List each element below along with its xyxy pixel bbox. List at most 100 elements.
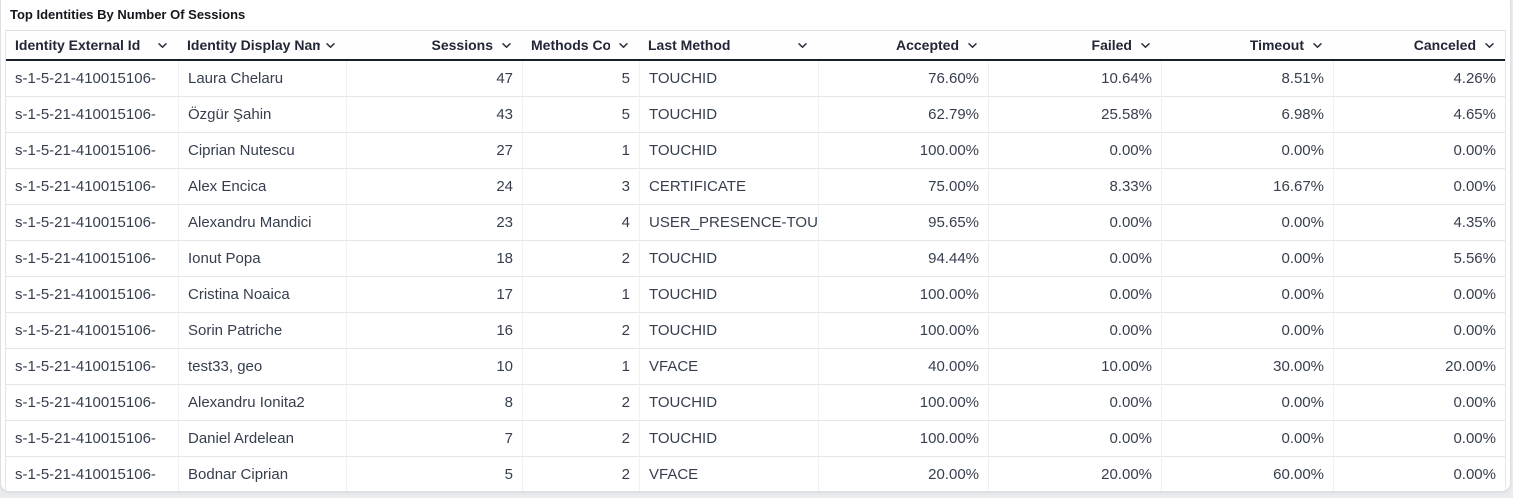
cell-canceled: 4.35% — [1333, 205, 1505, 241]
cell-display_name: Sorin Patriche — [178, 313, 346, 349]
cell-timeout: 0.00% — [1161, 313, 1333, 349]
column-header-identity-external-id[interactable]: Identity External Id — [6, 31, 178, 59]
cell-accepted: 95.65% — [818, 205, 988, 241]
cell-external_id: s-1-5-21-410015106- — [6, 385, 178, 421]
column-header-label: Timeout — [1249, 37, 1304, 53]
cell-canceled: 0.00% — [1333, 421, 1505, 457]
column-header-last-method[interactable]: Last Method — [639, 31, 818, 59]
cell-accepted: 100.00% — [818, 133, 988, 169]
column-header-methods-count[interactable]: Methods Count — [522, 31, 639, 59]
chevron-down-icon — [617, 39, 630, 52]
cell-canceled: 0.00% — [1333, 313, 1505, 349]
cell-timeout: 0.00% — [1161, 277, 1333, 313]
cell-methods_count: 2 — [522, 385, 639, 421]
cell-failed: 8.33% — [988, 169, 1161, 205]
cell-display_name: Ciprian Nutescu — [178, 133, 346, 169]
cell-methods_count: 2 — [522, 313, 639, 349]
cell-canceled: 0.00% — [1333, 133, 1505, 169]
column-header-sessions[interactable]: Sessions — [346, 31, 522, 59]
cell-accepted: 100.00% — [818, 385, 988, 421]
cell-timeout: 0.00% — [1161, 421, 1333, 457]
cell-last_method: TOUCHID — [639, 385, 818, 421]
cell-timeout: 0.00% — [1161, 205, 1333, 241]
cell-last_method: VFACE — [639, 457, 818, 491]
table-row: s-1-5-21-410015106- Alexandru Ionita2 8 … — [6, 385, 1505, 421]
cell-sessions: 5 — [346, 457, 522, 491]
cell-last_method: TOUCHID — [639, 97, 818, 133]
cell-failed: 10.64% — [988, 61, 1161, 97]
cell-display_name: Özgür Şahin — [178, 97, 346, 133]
cell-timeout: 60.00% — [1161, 457, 1333, 491]
cell-display_name: Bodnar Ciprian — [178, 457, 346, 491]
cell-display_name: Alex Encica — [178, 169, 346, 205]
cell-canceled: 0.00% — [1333, 277, 1505, 313]
table-row: s-1-5-21-410015106- Laura Chelaru 47 5 T… — [6, 61, 1505, 97]
cell-last_method: TOUCHID — [639, 421, 818, 457]
cell-methods_count: 2 — [522, 457, 639, 491]
column-header-canceled[interactable]: Canceled — [1333, 31, 1505, 59]
cell-display_name: Alexandru Ionita2 — [178, 385, 346, 421]
cell-accepted: 20.00% — [818, 457, 988, 491]
table-row: s-1-5-21-410015106- Daniel Ardelean 7 2 … — [6, 421, 1505, 457]
cell-external_id: s-1-5-21-410015106- — [6, 349, 178, 385]
cell-failed: 0.00% — [988, 385, 1161, 421]
cell-accepted: 100.00% — [818, 421, 988, 457]
cell-failed: 0.00% — [988, 133, 1161, 169]
chevron-down-icon — [796, 39, 809, 52]
cell-methods_count: 3 — [522, 169, 639, 205]
cell-failed: 0.00% — [988, 277, 1161, 313]
column-header-failed[interactable]: Failed — [988, 31, 1161, 59]
chevron-down-icon — [500, 39, 513, 52]
table-row: s-1-5-21-410015106- Alexandru Mandici 23… — [6, 205, 1505, 241]
chevron-down-icon — [966, 39, 979, 52]
cell-external_id: s-1-5-21-410015106- — [6, 97, 178, 133]
cell-methods_count: 5 — [522, 97, 639, 133]
cell-last_method: TOUCHID — [639, 241, 818, 277]
cell-external_id: s-1-5-21-410015106- — [6, 169, 178, 205]
cell-sessions: 43 — [346, 97, 522, 133]
cell-display_name: Alexandru Mandici — [178, 205, 346, 241]
cell-last_method: TOUCHID — [639, 61, 818, 97]
cell-methods_count: 2 — [522, 421, 639, 457]
table-row: s-1-5-21-410015106- Cristina Noaica 17 1… — [6, 277, 1505, 313]
cell-timeout: 6.98% — [1161, 97, 1333, 133]
cell-timeout: 30.00% — [1161, 349, 1333, 385]
column-header-label: Last Method — [648, 37, 731, 53]
cell-last_method: VFACE — [639, 349, 818, 385]
cell-sessions: 27 — [346, 133, 522, 169]
cell-sessions: 18 — [346, 241, 522, 277]
cell-sessions: 8 — [346, 385, 522, 421]
cell-methods_count: 1 — [522, 277, 639, 313]
cell-accepted: 100.00% — [818, 277, 988, 313]
chevron-down-icon — [1139, 39, 1152, 52]
table-row: s-1-5-21-410015106- Bodnar Ciprian 5 2 V… — [6, 457, 1505, 491]
cell-last_method: TOUCHID — [639, 277, 818, 313]
column-header-label: Canceled — [1413, 37, 1476, 53]
column-header-label: Identity Display Name — [187, 37, 320, 53]
column-header-timeout[interactable]: Timeout — [1161, 31, 1333, 59]
column-header-identity-display-name[interactable]: Identity Display Name — [178, 31, 346, 59]
table-row: s-1-5-21-410015106- Alex Encica 24 3 CER… — [6, 169, 1505, 205]
cell-accepted: 94.44% — [818, 241, 988, 277]
cell-last_method: TOUCHID — [639, 313, 818, 349]
cell-failed: 10.00% — [988, 349, 1161, 385]
cell-timeout: 0.00% — [1161, 385, 1333, 421]
cell-last_method: TOUCHID — [639, 133, 818, 169]
cell-external_id: s-1-5-21-410015106- — [6, 421, 178, 457]
cell-failed: 0.00% — [988, 313, 1161, 349]
cell-external_id: s-1-5-21-410015106- — [6, 133, 178, 169]
identities-table: Identity External Id Identity Display Na… — [5, 30, 1506, 491]
cell-failed: 0.00% — [988, 241, 1161, 277]
cell-sessions: 24 — [346, 169, 522, 205]
cell-canceled: 4.65% — [1333, 97, 1505, 133]
cell-timeout: 0.00% — [1161, 133, 1333, 169]
cell-sessions: 17 — [346, 277, 522, 313]
column-header-label: Methods Count — [531, 37, 610, 53]
cell-failed: 25.58% — [988, 97, 1161, 133]
table-body: s-1-5-21-410015106- Laura Chelaru 47 5 T… — [6, 61, 1505, 491]
column-header-accepted[interactable]: Accepted — [818, 31, 988, 59]
cell-canceled: 20.00% — [1333, 349, 1505, 385]
chevron-down-icon — [1311, 39, 1324, 52]
cell-sessions: 7 — [346, 421, 522, 457]
cell-external_id: s-1-5-21-410015106- — [6, 313, 178, 349]
